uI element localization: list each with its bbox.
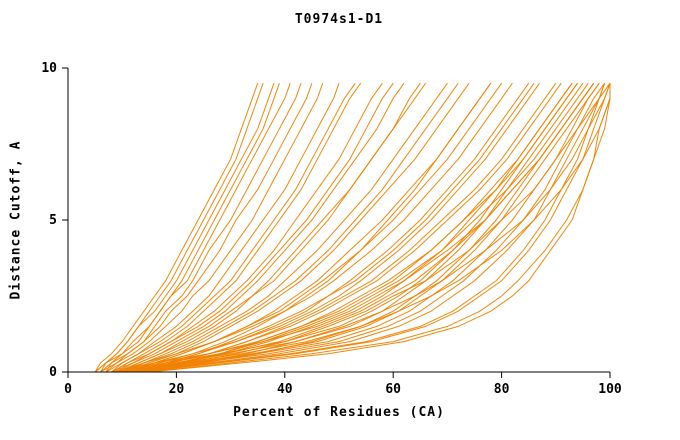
model-curve [127, 82, 459, 373]
model-curve [122, 82, 470, 373]
y-tick-label: 5 [49, 213, 57, 228]
model-curve [132, 82, 557, 373]
x-tick-label: 80 [494, 382, 510, 397]
y-tick-label: 10 [41, 61, 57, 76]
model-curve [149, 82, 589, 373]
model-curve [127, 82, 573, 373]
model-curve [121, 82, 421, 373]
model-curve [149, 83, 611, 373]
x-axis-label: Percent of Residues (CA) [233, 405, 445, 420]
model-curve [105, 83, 313, 373]
x-tick-label: 0 [64, 382, 72, 397]
model-curve [94, 83, 259, 373]
model-curve [127, 82, 513, 373]
model-curve [94, 83, 291, 373]
model-curve [122, 82, 584, 373]
y-tick-label: 0 [49, 365, 57, 380]
x-tick-label: 20 [169, 382, 185, 397]
model-curve [122, 82, 448, 373]
model-curve [100, 83, 280, 373]
model-curve [132, 82, 606, 373]
model-curve [116, 82, 394, 373]
model-curve [116, 82, 405, 373]
model-curve [116, 82, 492, 373]
model-curve [149, 83, 611, 373]
model-curve [138, 82, 611, 373]
model-curve [100, 83, 302, 373]
model-curve [105, 83, 324, 373]
chart-title: T0974s1-D1 [294, 12, 384, 27]
model-curve [111, 82, 362, 373]
model-curve [122, 82, 540, 373]
x-tick-label: 40 [277, 382, 293, 397]
model-curve [132, 82, 535, 373]
x-tick-label: 100 [598, 382, 622, 397]
model-curve [138, 83, 606, 373]
model-curve [105, 83, 340, 373]
x-tick-label: 60 [385, 382, 401, 397]
model-curve [143, 83, 611, 373]
model-curve [127, 82, 600, 373]
model-curve [132, 82, 503, 373]
model-curve [111, 82, 356, 373]
model-curve [132, 82, 595, 373]
model-curve [132, 82, 600, 373]
model-curve [100, 83, 275, 373]
model-curve [143, 82, 562, 373]
